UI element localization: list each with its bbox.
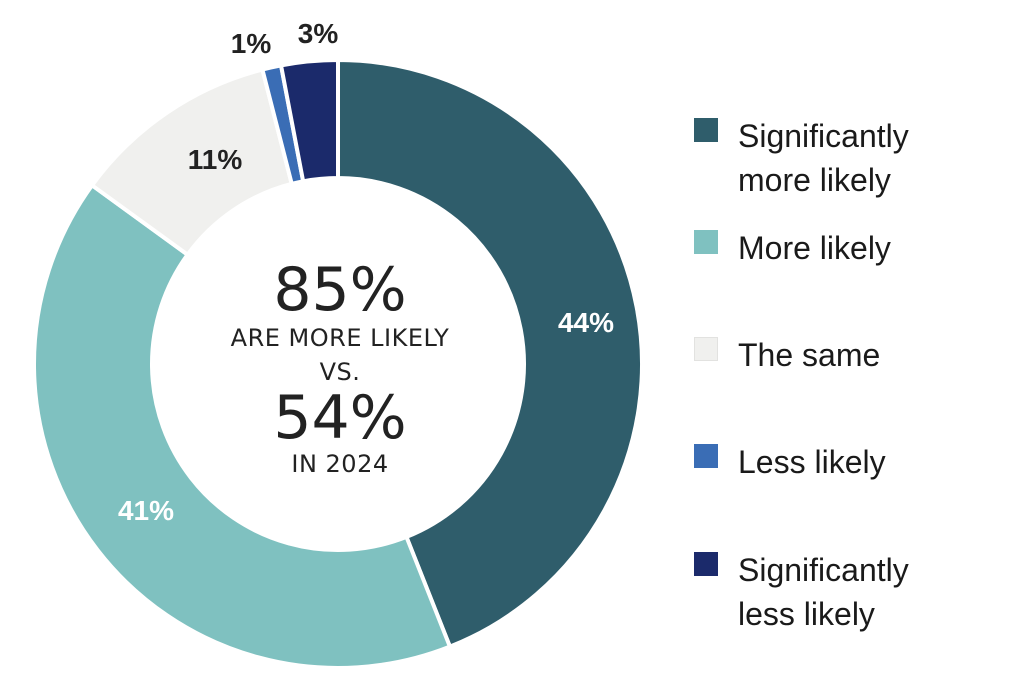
legend-swatch [694,552,718,576]
donut-slices [32,58,644,670]
legend-item-significantly-less-likely: Significantly less likely [694,548,909,636]
slice-label-significantly-less-likely: 3% [298,18,339,49]
legend-swatch [694,444,718,468]
legend-label: The same [738,337,881,373]
slice-labels: 44% 41% 11% 1% 3% [118,18,614,526]
slice-label-more-likely: 41% [118,495,174,526]
legend-label: Significantly less likely [738,552,909,632]
legend-item-more-likely: More likely [694,226,891,270]
legend-swatch [694,118,718,142]
center-line-vs: VS. [320,358,361,386]
center-value-previous: 54% [273,383,406,453]
slice-label-the-same: 11% [188,144,243,175]
center-value-current: 85% [273,255,406,325]
legend-label: More likely [738,230,891,266]
slice-more-likely [32,183,452,670]
donut-center-text: 85% ARE MORE LIKELY VS. 54% IN 2024 [231,255,450,478]
legend-label: Significantly more likely [738,118,909,198]
legend-label: Less likely [738,444,886,480]
center-line-more-likely: ARE MORE LIKELY [231,324,450,352]
slice-significantly-more-likely [336,58,644,649]
center-line-year: IN 2024 [291,450,388,478]
legend-item-the-same: The same [694,333,880,377]
legend-item-significantly-more-likely: Significantly more likely [694,114,909,202]
legend-swatch [694,230,718,254]
legend-swatch [694,337,718,361]
slice-label-less-likely: 1% [231,28,272,59]
legend-item-less-likely: Less likely [694,440,886,484]
slice-significantly-less-likely [279,58,340,184]
slice-label-significantly-more-likely: 44% [558,307,614,338]
